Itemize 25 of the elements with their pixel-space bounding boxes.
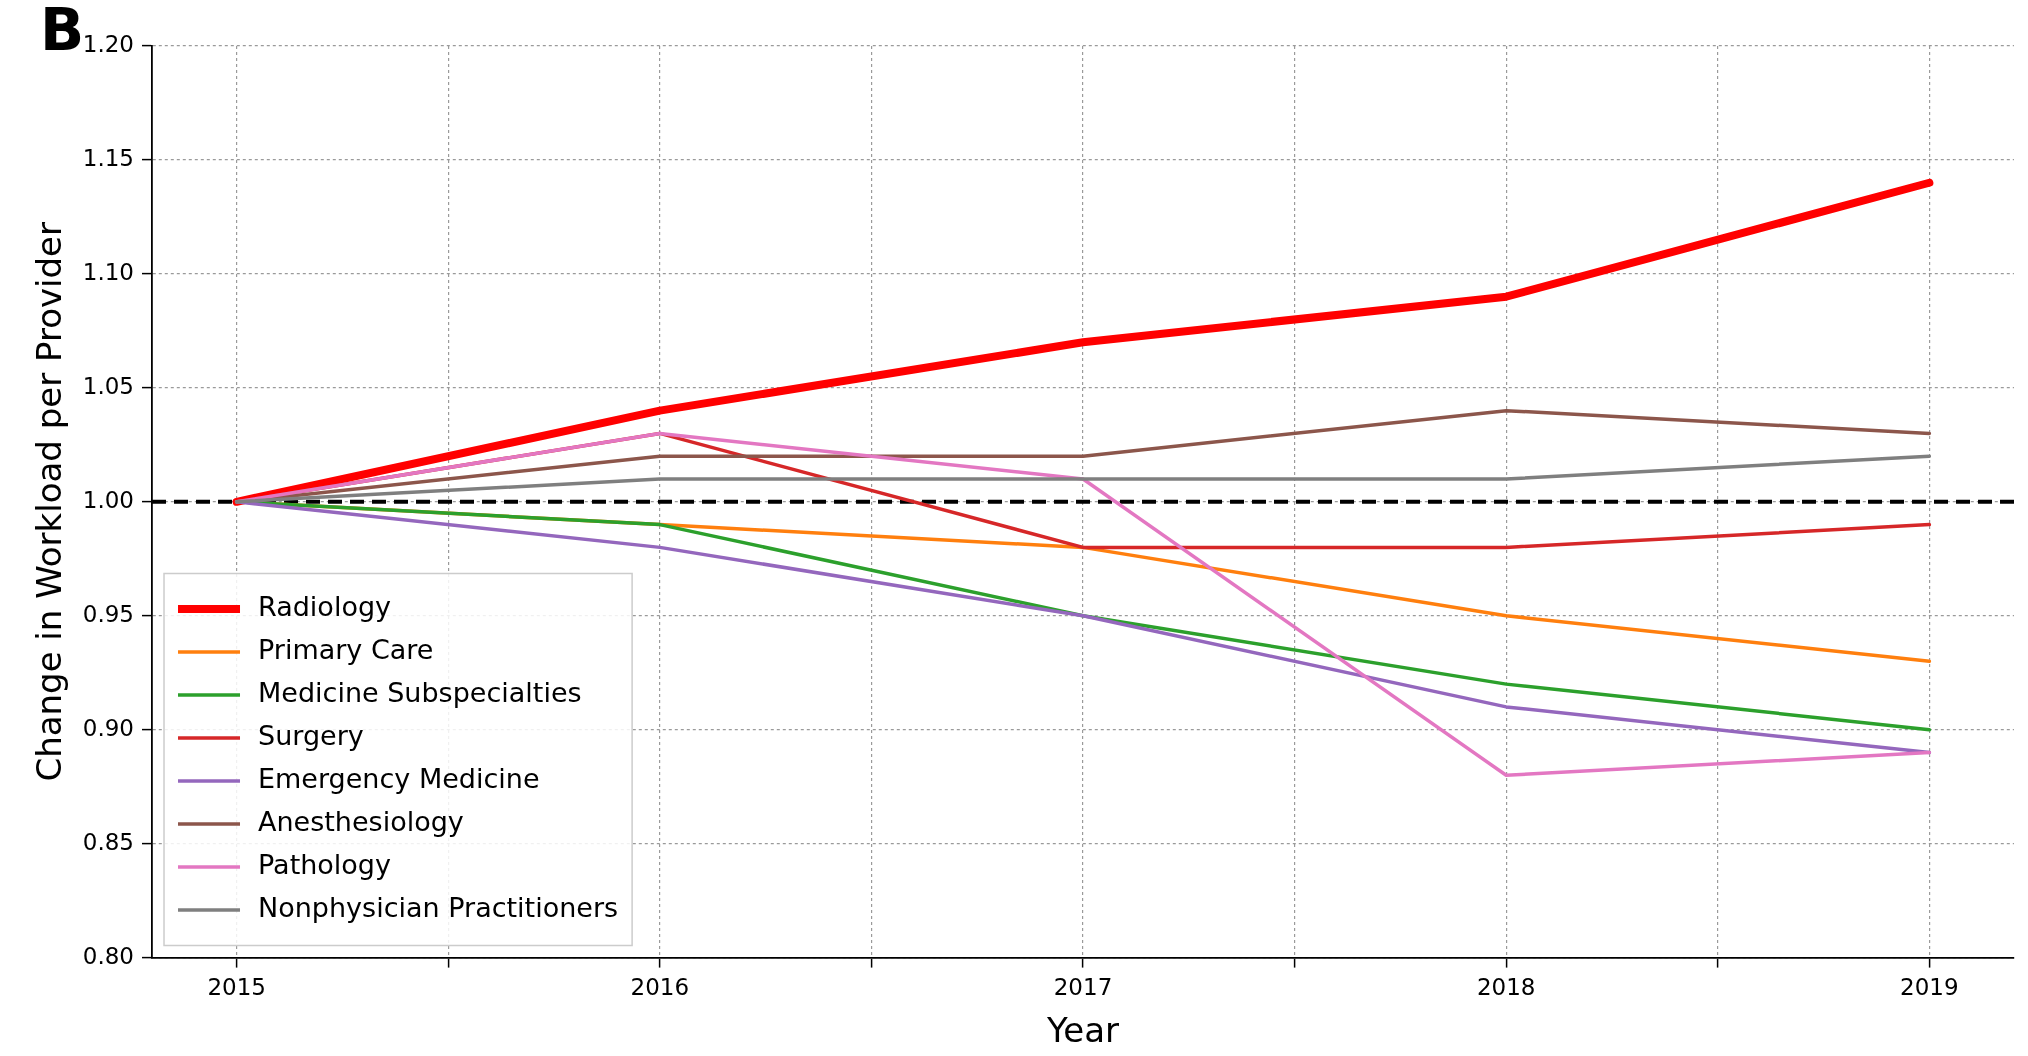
text: B	[40, 0, 85, 65]
y-tick-label: 1.10	[82, 258, 135, 285]
y-tick-label: 0.95	[82, 600, 135, 627]
y-tick-label: 1.05	[82, 372, 135, 399]
legend-label: Radiology	[258, 591, 392, 623]
legend-label: Primary Care	[258, 634, 434, 666]
legend-label: Anesthesiology	[258, 806, 464, 838]
x-axis-title: Year	[1046, 1010, 1120, 1051]
legend-label: Emergency Medicine	[258, 763, 540, 795]
x-tick-label: 2016	[630, 974, 690, 1001]
y-axis-title: Change in Workload per Provider	[29, 221, 70, 782]
legend-label: Surgery	[258, 720, 364, 752]
y-tick-label: 1.00	[82, 486, 135, 513]
legend-label: Pathology	[258, 849, 391, 881]
x-tick-label: 2018	[1476, 974, 1536, 1001]
y-tick-label: 1.15	[82, 144, 135, 171]
legend-label: Medicine Subspecialties	[258, 677, 582, 709]
x-tick-label: 2017	[1053, 974, 1113, 1001]
x-tick-label: 2015	[207, 974, 266, 1001]
y-tick-label: 0.90	[82, 714, 135, 741]
legend-label: Nonphysician Practitioners	[258, 892, 619, 924]
y-tick-label: 0.85	[82, 828, 135, 855]
y-tick-label: 0.80	[82, 942, 135, 969]
y-tick-label: 1.20	[82, 30, 135, 57]
x-tick-label: 2019	[1900, 974, 1959, 1001]
